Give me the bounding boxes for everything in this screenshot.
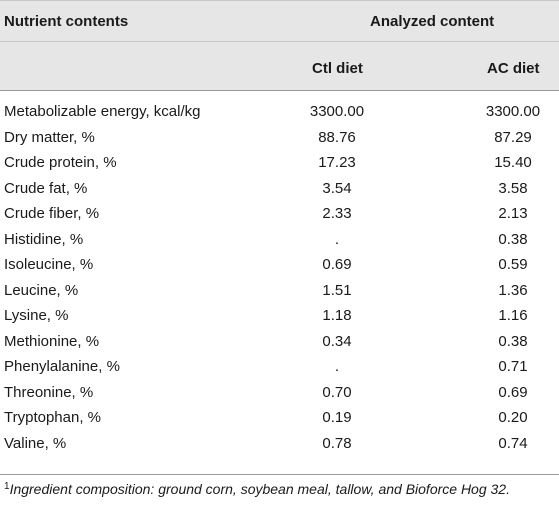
- ac-diet-value: 0.71: [498, 358, 528, 375]
- table-row: Dry matter, % 88.76 87.29: [0, 129, 559, 155]
- ctl-diet-value: .: [334, 230, 340, 248]
- ac-diet-value: 1.36: [498, 281, 528, 299]
- nutrient-name: Phenylalanine, %: [4, 358, 120, 375]
- nutrient-name: Dry matter, %: [4, 128, 95, 146]
- nutrient-name: Lysine, %: [4, 307, 69, 324]
- table-row: Crude fat, % 3.54 3.58: [0, 180, 559, 206]
- nutrient-name: Crude fat, %: [4, 179, 88, 197]
- table-footnote: 1Ingredient composition: ground corn, so…: [4, 481, 510, 497]
- header-nutrient-contents: Nutrient contents: [4, 13, 129, 30]
- ctl-diet-value: 1.18: [322, 307, 352, 324]
- table-row: Methionine, % 0.34 0.38: [0, 333, 559, 359]
- ac-diet-value: 0.38: [498, 332, 528, 350]
- header-ac-diet: AC diet: [487, 60, 540, 77]
- ac-diet-value: 0.69: [498, 383, 528, 401]
- nutrient-name: Histidine, %: [4, 230, 84, 248]
- table-row: Threonine, % 0.70 0.69: [0, 384, 559, 410]
- table-header: Nutrient contents Analyzed content Ctl d…: [0, 0, 559, 90]
- table-row: Lysine, % 1.18 1.16: [0, 307, 559, 333]
- ctl-diet-value: 0.78: [322, 434, 352, 452]
- table-row: Crude protein, % 17.23 15.40: [0, 154, 559, 180]
- nutrient-name: Metabolizable energy, kcal/kg: [4, 103, 201, 120]
- ctl-diet-value: 2.33: [322, 205, 352, 222]
- table-row: Crude fiber, % 2.33 2.13: [0, 205, 559, 231]
- ctl-diet-value: 3.54: [322, 179, 352, 197]
- ctl-diet-value: 17.23: [318, 154, 356, 171]
- ac-diet-value: 0.38: [498, 230, 528, 248]
- table-row: Tryptophan, % 0.19 0.20: [0, 409, 559, 435]
- ac-diet-value: 0.59: [498, 256, 528, 273]
- nutrient-name: Methionine, %: [4, 332, 100, 350]
- ctl-diet-value: .: [334, 358, 340, 375]
- ctl-diet-value: 0.70: [322, 383, 352, 401]
- ctl-diet-value: 0.69: [322, 256, 352, 273]
- header-divider: [0, 41, 559, 42]
- ctl-diet-value: 3300.00: [309, 103, 365, 120]
- table-row: Leucine, % 1.51 1.36: [0, 282, 559, 308]
- footnote-marker: 1: [4, 481, 10, 492]
- table-row: Valine, % 0.78 0.74: [0, 435, 559, 461]
- ac-diet-value: 3.58: [498, 179, 528, 197]
- table-row: Histidine, %. 0.38: [0, 231, 559, 257]
- nutrient-name: Crude fiber, %: [4, 205, 100, 222]
- nutrient-name: Tryptophan, %: [4, 409, 101, 426]
- ac-diet-value: 3300.00: [485, 103, 541, 120]
- ac-diet-value: 2.13: [498, 205, 528, 222]
- header-analyzed-content: Analyzed content: [370, 13, 495, 30]
- footnote-text: Ingredient composition: ground corn, soy…: [9, 481, 510, 497]
- table-row: Phenylalanine, %. 0.71: [0, 358, 559, 384]
- table-body: Metabolizable energy, kcal/kg 3300.00 3300…: [0, 91, 559, 460]
- nutrient-name: Isoleucine, %: [4, 256, 94, 273]
- table-bottom-rule: [0, 474, 559, 475]
- ac-diet-value: 15.40: [494, 154, 532, 171]
- nutrient-name: Valine, %: [4, 434, 67, 452]
- ac-diet-value: 0.20: [498, 409, 528, 426]
- nutrient-name: Crude protein, %: [4, 154, 117, 171]
- ac-diet-value: 1.16: [498, 307, 528, 324]
- table-row: Metabolizable energy, kcal/kg 3300.00 3300…: [0, 103, 559, 129]
- nutrient-name: Threonine, %: [4, 383, 94, 401]
- table-row: Isoleucine, % 0.69 0.59: [0, 256, 559, 282]
- ctl-diet-value: 0.34: [322, 332, 352, 350]
- header-bottom-rule: [0, 90, 559, 91]
- ac-diet-value: 0.74: [498, 434, 528, 452]
- ctl-diet-value: 88.76: [318, 128, 356, 146]
- header-ctl-diet: Ctl diet: [312, 60, 363, 77]
- ctl-diet-value: 0.19: [322, 409, 352, 426]
- ac-diet-value: 87.29: [494, 128, 532, 146]
- nutrient-name: Leucine, %: [4, 281, 79, 299]
- ctl-diet-value: 1.51: [322, 281, 352, 299]
